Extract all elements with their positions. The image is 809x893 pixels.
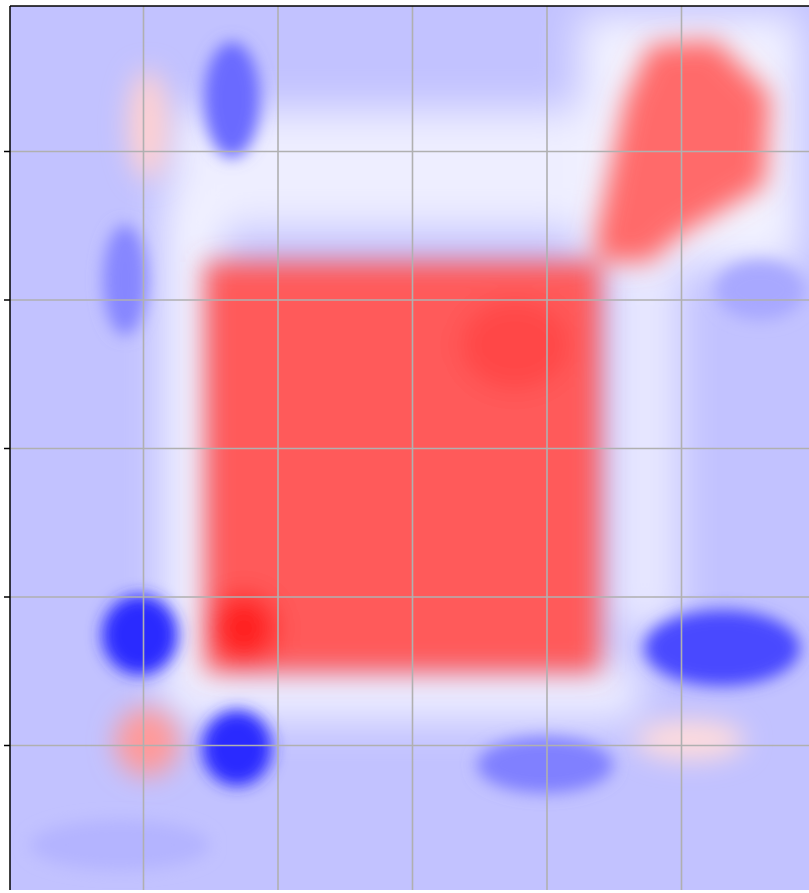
bottom-left-red — [115, 708, 179, 776]
right-blue-faint — [715, 260, 805, 320]
right-blue — [644, 610, 800, 686]
bottom-blue-1 — [202, 710, 272, 786]
y-ticks — [4, 150, 10, 747]
light-band-right — [610, 230, 680, 630]
bottom-left-square — [210, 593, 278, 663]
bottom-blue-2 — [477, 737, 613, 793]
bottom-blue-faint — [30, 820, 210, 870]
grid-lines — [10, 6, 809, 890]
axes — [4, 5, 809, 890]
center-hot-spot — [460, 300, 570, 390]
bottom-right-red — [635, 720, 745, 760]
red-layer — [115, 40, 770, 776]
plot-area — [10, 6, 809, 890]
top-left-blue — [204, 42, 260, 158]
blue-layer — [30, 42, 805, 870]
top-left-red — [128, 70, 168, 180]
left-blue-upper — [103, 225, 147, 335]
left-blue-lower — [102, 595, 178, 675]
